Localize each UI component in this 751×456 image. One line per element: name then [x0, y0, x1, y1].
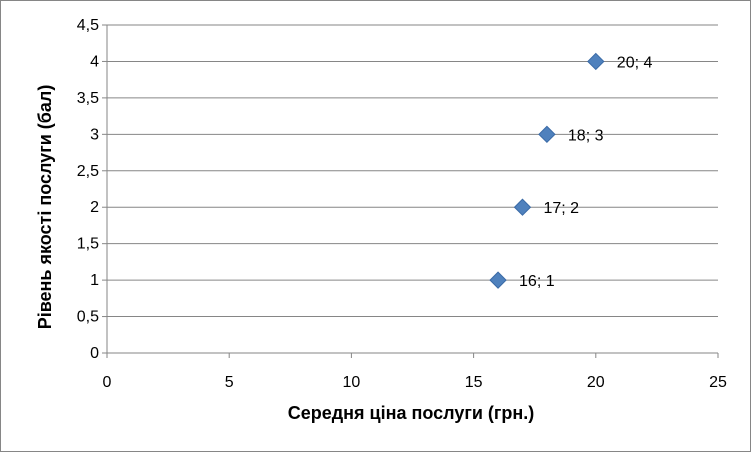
data-point-label: 18; 3: [568, 127, 604, 144]
x-tick-label: 5: [225, 374, 234, 391]
data-point-marker: [513, 198, 532, 216]
x-tick-label: 0: [103, 374, 112, 391]
y-tick-label: 1,5: [77, 236, 99, 253]
y-tick-label: 2,5: [77, 163, 99, 180]
y-tick-label: 4,5: [77, 17, 99, 34]
x-tick-label: 15: [465, 374, 483, 391]
data-point-marker: [489, 271, 507, 289]
y-tick-labels: 0 0,5 1 1,5 2 2,5 3 3,5 4 4,5: [77, 17, 99, 362]
y-tick-label: 3: [90, 126, 99, 143]
y-tick-label: 0: [90, 345, 99, 362]
data-point-marker: [538, 125, 556, 144]
data-point-label: 20; 4: [617, 54, 653, 71]
data-point-label: 16; 1: [519, 273, 555, 290]
x-tick-label: 20: [587, 374, 605, 391]
y-tick-label: 4: [90, 53, 99, 70]
x-tick-label: 10: [343, 374, 361, 391]
y-axis-title: Рівень якості послуги (бал): [35, 85, 55, 330]
data-points: [489, 52, 605, 289]
axes: [102, 24, 719, 358]
x-tick-labels: 0 5 10 15 20 25: [103, 374, 727, 391]
data-point-marker: [587, 52, 605, 71]
gridlines: [107, 24, 718, 318]
x-axis-title: Середня ціна послуги (грн.): [288, 403, 535, 423]
data-labels: 16; 1 17; 2 18; 3 20; 4: [519, 54, 652, 290]
y-tick-label: 0,5: [77, 309, 99, 326]
data-point-label: 17; 2: [543, 200, 579, 217]
y-tick-label: 3,5: [77, 90, 99, 107]
x-tick-label: 25: [709, 374, 727, 391]
y-tick-label: 2: [90, 199, 99, 216]
y-tick-label: 1: [90, 272, 99, 289]
